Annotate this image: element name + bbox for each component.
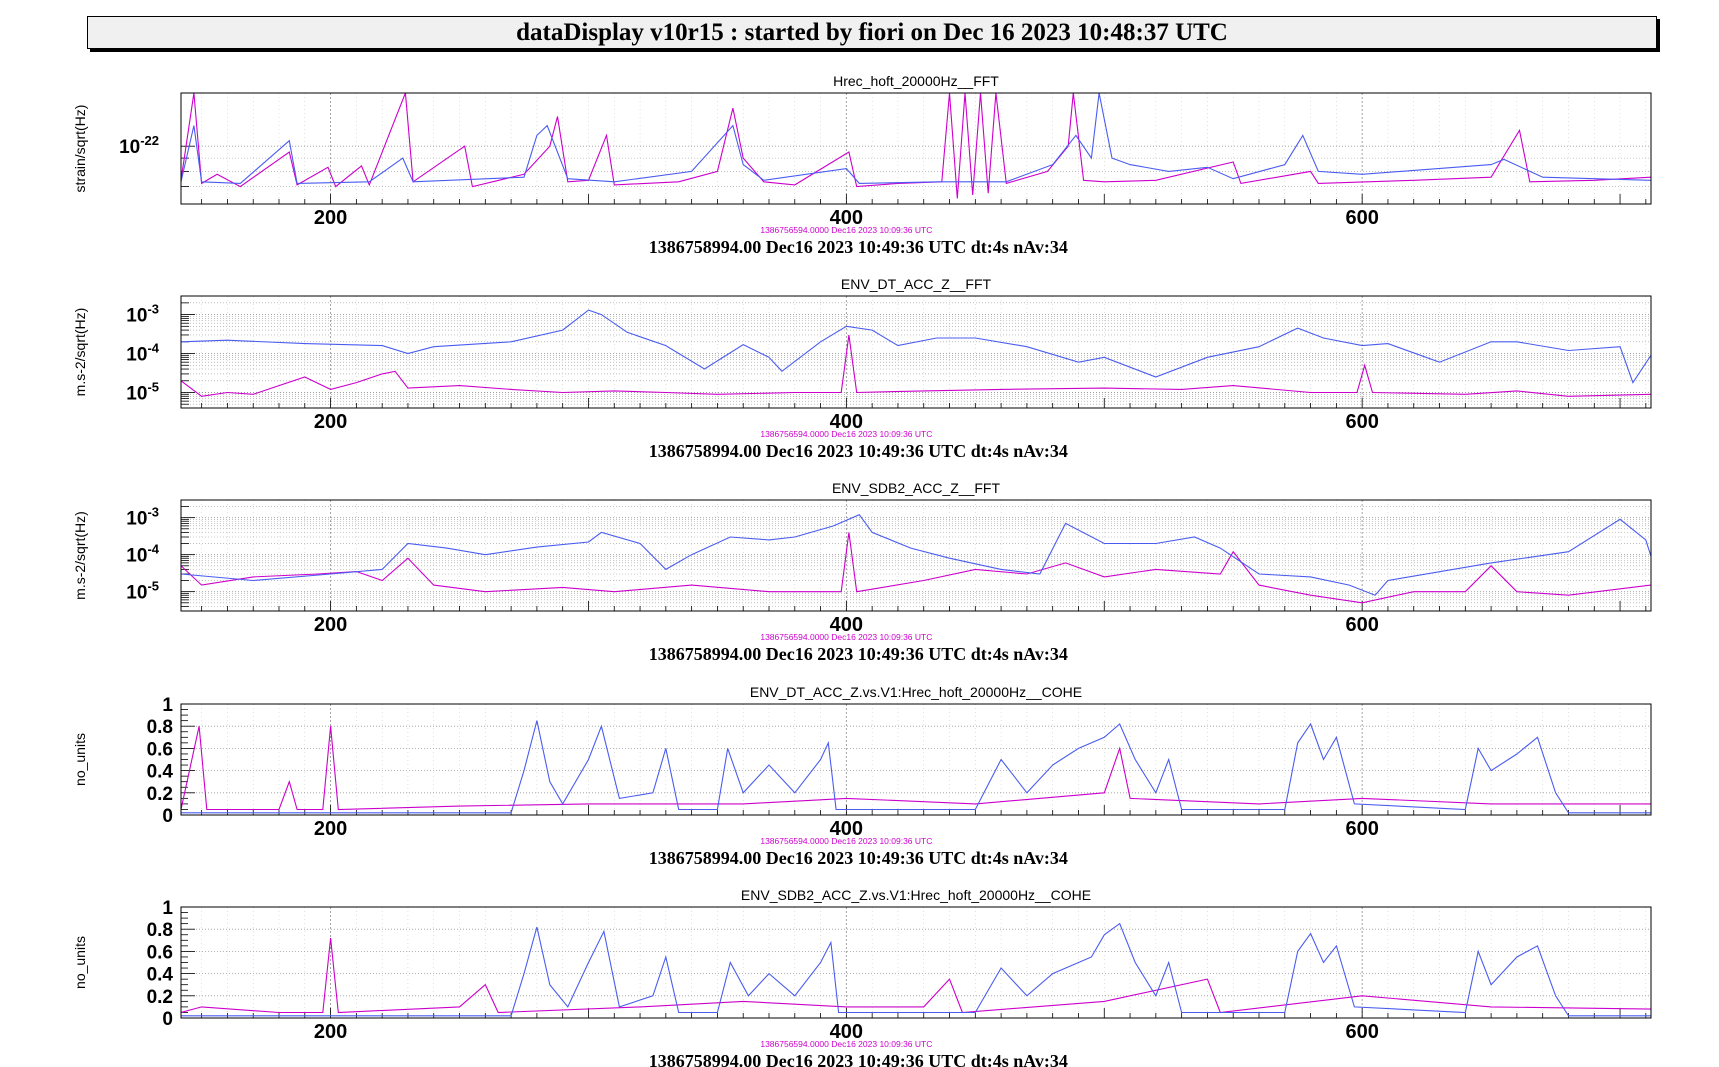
series-line-reference [181,938,1651,1014]
series-line-reference [181,93,1651,199]
chart-footer: 1386758994.00 Dec16 2023 10:49:36 UTC dt… [649,237,1068,257]
display-title: dataDisplay v10r15 : started by fiori on… [516,19,1228,46]
chart-panel-4: ENV_DT_ACC_Z.vs.V1:Hrec_hoft_20000Hz__CO… [72,684,1652,868]
x-tick-label: 200 [314,818,347,840]
plot-frame [180,295,1652,409]
x-tick-label: 600 [1345,411,1378,433]
y-axis-label: no_units [72,936,88,989]
chart-title: ENV_DT_ACC_Z__FFT [841,276,992,292]
y-axis-label: strain/sqrt(Hz) [72,105,88,193]
y-axis-label: no_units [72,733,88,786]
y-tick-label: 10-4 [126,542,159,567]
y-tick-label: 0 [162,806,173,827]
chart-footer: 1386758994.00 Dec16 2023 10:49:36 UTC dt… [649,848,1068,868]
y-axis-label: m.s-2/sqrt(Hz) [72,308,88,397]
x-tick-label: 600 [1345,614,1378,636]
reference-timestamp: 1386756594.0000 Dec16 2023 10:09:36 UTC [760,836,932,846]
x-tick-label: 400 [830,411,863,433]
series-line-current [181,514,1651,596]
chart-panel-5: ENV_SDB2_ACC_Z.vs.V1:Hrec_hoft_20000Hz__… [72,887,1652,1067]
y-tick-label: 10-3 [126,302,159,327]
x-tick-label: 400 [830,614,863,636]
x-tick-label: 400 [830,207,863,229]
y-tick-label: 0.4 [147,965,174,986]
display-title-bar: dataDisplay v10r15 : started by fiori on… [87,16,1657,49]
x-tick-label: 600 [1345,818,1378,840]
series-line-current [181,720,1651,814]
x-tick-label: 200 [314,614,347,636]
y-tick-label: 0.6 [147,739,173,760]
plot-frame [180,499,1652,612]
series-line-current [181,309,1651,384]
y-tick-label: 10-3 [126,505,159,530]
plot-frame [180,906,1652,1019]
series-line-current [181,922,1651,1017]
plot-area [181,704,1651,815]
y-tick-label: 0.2 [147,987,173,1008]
chart-title: ENV_SDB2_ACC_Z__FFT [832,480,1001,496]
reference-timestamp: 1386756594.0000 Dec16 2023 10:09:36 UTC [760,1039,932,1049]
reference-timestamp: 1386756594.0000 Dec16 2023 10:09:36 UTC [760,429,932,439]
y-tick-label: 0.8 [147,717,173,738]
x-tick-label: 400 [830,1021,863,1043]
x-tick-label: 400 [830,818,863,840]
plot-area [181,500,1651,611]
y-tick-label: 0.2 [147,784,173,805]
chart-panel-2: ENV_DT_ACC_Z__FFT m.s-2/sqrt(Hz) 10-3 10-4 1… [72,276,1652,461]
y-tick-label: 10-22 [119,133,159,158]
x-tick-label: 200 [314,207,347,229]
y-tick-label: 10-5 [126,579,159,604]
chart-title: ENV_SDB2_ACC_Z.vs.V1:Hrec_hoft_20000Hz__… [741,887,1091,903]
reference-timestamp: 1386756594.0000 Dec16 2023 10:09:36 UTC [760,632,932,642]
plot-frame [180,92,1652,205]
x-tick-label: 200 [314,1021,347,1043]
chart-panel-1: Hrec_hoft_20000Hz__FFT strain/sqrt(Hz) 10-… [72,73,1652,257]
x-tick-label: 600 [1345,207,1378,229]
y-tick-label: 1 [162,695,173,716]
y-tick-label: 10-4 [126,341,159,366]
series-line-reference [181,532,1651,604]
series-line-reference [181,334,1651,397]
y-tick-label: 0.4 [147,762,174,783]
y-tick-label: 0 [162,1009,173,1030]
chart-title: Hrec_hoft_20000Hz__FFT [833,73,999,89]
x-tick-label: 600 [1345,1021,1378,1043]
chart-footer: 1386758994.00 Dec16 2023 10:49:36 UTC dt… [649,1051,1068,1067]
x-tick-label: 200 [314,411,347,433]
y-tick-label: 0.8 [147,920,173,941]
series-line-reference [181,726,1651,811]
chart-panel-3: ENV_SDB2_ACC_Z__FFT m.s-2/sqrt(Hz) 10-3 10-… [72,480,1652,664]
chart-footer: 1386758994.00 Dec16 2023 10:49:36 UTC dt… [649,441,1068,461]
y-tick-label: 0.6 [147,942,173,963]
y-tick-label: 1 [162,898,173,919]
reference-timestamp: 1386756594.0000 Dec16 2023 10:09:36 UTC [760,225,932,235]
plot-area [181,93,1651,204]
chart-footer: 1386758994.00 Dec16 2023 10:49:36 UTC dt… [649,644,1068,664]
chart-title: ENV_DT_ACC_Z.vs.V1:Hrec_hoft_20000Hz__CO… [750,684,1082,700]
y-axis-label: m.s-2/sqrt(Hz) [72,511,88,600]
y-tick-label: 10-5 [126,379,159,404]
plot-frame [180,703,1652,816]
series-line-current [181,93,1651,184]
